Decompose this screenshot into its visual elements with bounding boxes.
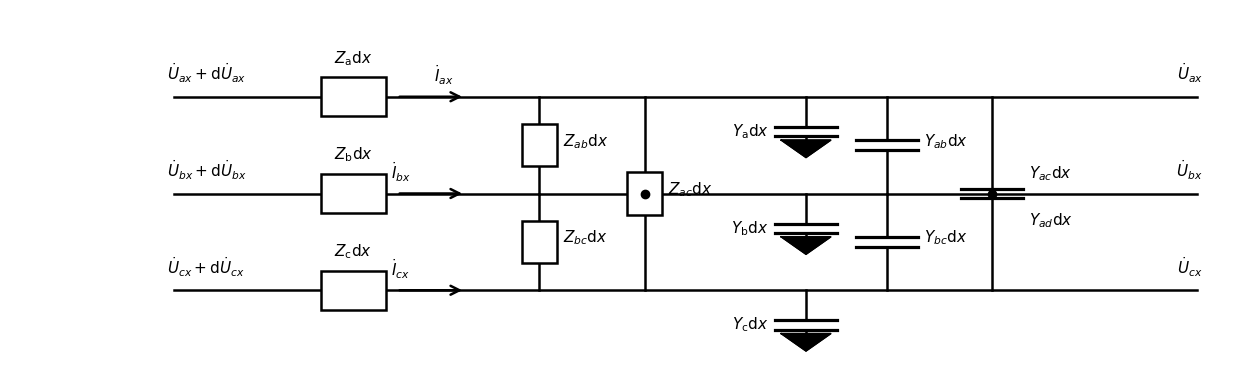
Text: $\dot{U}_{cx}+{\rm d}\dot{U}_{cx}$: $\dot{U}_{cx}+{\rm d}\dot{U}_{cx}$ — [167, 255, 246, 279]
FancyBboxPatch shape — [321, 77, 386, 116]
Text: $Y_{ad}{\rm d}x$: $Y_{ad}{\rm d}x$ — [1029, 211, 1073, 230]
Text: $Y_{\rm a}{\rm d}x$: $Y_{\rm a}{\rm d}x$ — [732, 122, 769, 141]
Text: $\dot{U}_{cx}$: $\dot{U}_{cx}$ — [1177, 255, 1203, 279]
FancyBboxPatch shape — [522, 124, 557, 166]
Polygon shape — [781, 237, 831, 254]
Text: $\dot{I}_{cx}$: $\dot{I}_{cx}$ — [391, 257, 409, 281]
Text: $Z_{\rm a}{\rm d}x$: $Z_{\rm a}{\rm d}x$ — [334, 49, 373, 68]
Text: $\dot{I}_{bx}$: $\dot{I}_{bx}$ — [391, 160, 410, 184]
Text: $Y_{\rm c}{\rm d}x$: $Y_{\rm c}{\rm d}x$ — [733, 316, 769, 334]
Text: $Z_{ab}{\rm d}x$: $Z_{ab}{\rm d}x$ — [563, 132, 609, 151]
Text: $\dot{I}_{ax}$: $\dot{I}_{ax}$ — [434, 63, 453, 87]
Text: $Z_{ac}{\rm d}x$: $Z_{ac}{\rm d}x$ — [668, 180, 713, 199]
Text: $Y_{ac}{\rm d}x$: $Y_{ac}{\rm d}x$ — [1029, 165, 1073, 183]
FancyBboxPatch shape — [321, 271, 386, 310]
Text: $Z_{\rm b}{\rm d}x$: $Z_{\rm b}{\rm d}x$ — [334, 146, 373, 164]
Text: $Z_{bc}{\rm d}x$: $Z_{bc}{\rm d}x$ — [563, 229, 608, 247]
Text: $Y_{ab}{\rm d}x$: $Y_{ab}{\rm d}x$ — [924, 132, 967, 151]
Polygon shape — [781, 140, 831, 158]
Text: $Z_{\rm c}{\rm d}x$: $Z_{\rm c}{\rm d}x$ — [335, 243, 372, 261]
Text: $Y_{\rm b}{\rm d}x$: $Y_{\rm b}{\rm d}x$ — [732, 219, 769, 238]
FancyBboxPatch shape — [627, 172, 662, 215]
Text: $Y_{bc}{\rm d}x$: $Y_{bc}{\rm d}x$ — [924, 229, 967, 247]
Text: $\dot{U}_{bx}+{\rm d}\dot{U}_{bx}$: $\dot{U}_{bx}+{\rm d}\dot{U}_{bx}$ — [167, 158, 247, 182]
FancyBboxPatch shape — [321, 174, 386, 213]
Text: $\dot{U}_{ax}$: $\dot{U}_{ax}$ — [1177, 62, 1203, 85]
Text: $\dot{U}_{ax}+{\rm d}\dot{U}_{ax}$: $\dot{U}_{ax}+{\rm d}\dot{U}_{ax}$ — [167, 62, 247, 85]
Text: $\dot{U}_{bx}$: $\dot{U}_{bx}$ — [1177, 158, 1203, 182]
Polygon shape — [781, 334, 831, 351]
FancyBboxPatch shape — [522, 221, 557, 263]
